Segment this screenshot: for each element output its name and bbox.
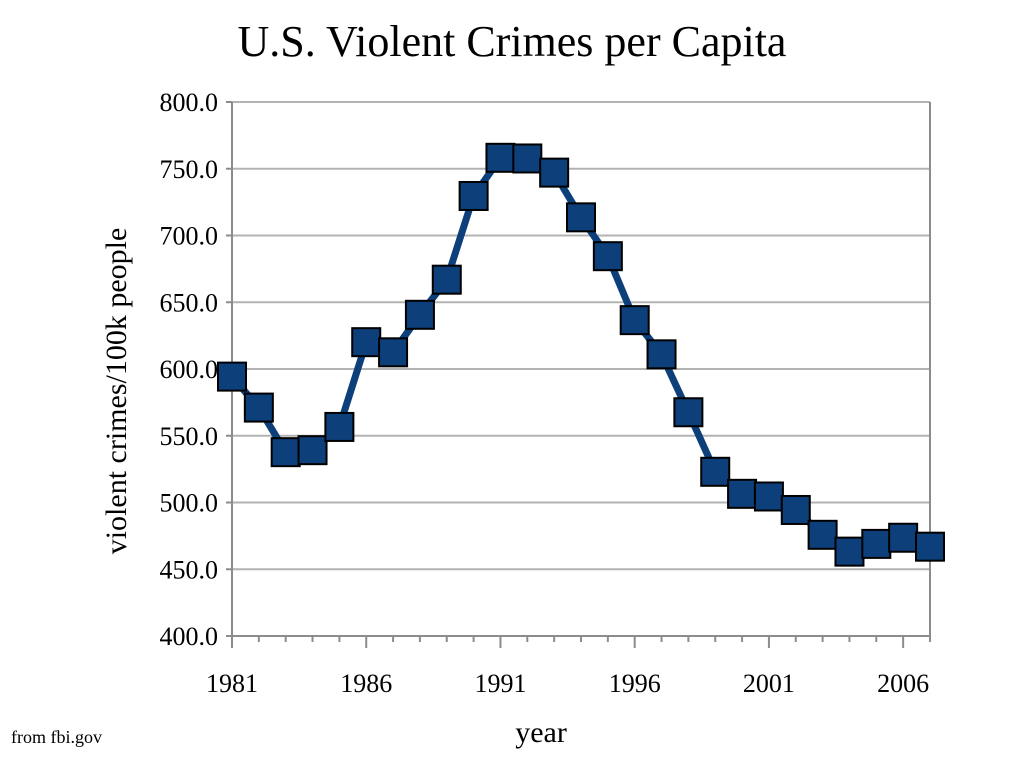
- data-point-marker: [566, 202, 596, 233]
- data-point-marker: [780, 494, 811, 525]
- data-point-marker: [592, 241, 623, 272]
- data-point-marker: [243, 392, 274, 423]
- x-tick-label: 1996: [609, 669, 661, 698]
- data-markers: [217, 142, 945, 567]
- y-tick-label: 650.0: [160, 288, 219, 317]
- axes: [226, 101, 931, 648]
- data-point-marker: [619, 305, 650, 336]
- x-tick-label: 2006: [877, 669, 929, 698]
- data-point-marker: [753, 481, 784, 512]
- y-tick-label: 600.0: [160, 355, 219, 384]
- data-point-marker: [270, 437, 301, 468]
- x-tick-labels: 1981 1986 1991 1996 2001 2006: [206, 669, 929, 698]
- data-point-marker: [297, 435, 328, 466]
- data-point-marker: [217, 361, 247, 392]
- y-axis-label: violent crimes/100k people: [100, 228, 133, 555]
- y-tick-label: 400.0: [160, 622, 219, 651]
- x-tick-label: 1981: [206, 669, 258, 698]
- x-tick-label: 1991: [474, 669, 526, 698]
- data-point-marker: [834, 536, 865, 567]
- source-note: from fbi.gov: [11, 727, 102, 747]
- data-point-marker: [673, 397, 704, 428]
- x-axis-label: year: [515, 716, 567, 749]
- y-tick-labels: 400.0 450.0 500.0 550.0 600.0 650.0 700.0 750.0…: [160, 88, 219, 651]
- data-point-marker: [727, 478, 758, 509]
- chart-title: U.S. Violent Crimes per Capita: [237, 17, 787, 66]
- y-tick-label: 700.0: [160, 222, 219, 251]
- y-tick-label: 800.0: [160, 88, 219, 117]
- data-point-marker: [915, 531, 945, 562]
- data-point-marker: [378, 337, 409, 368]
- data-point-marker: [431, 264, 462, 295]
- data-point-marker: [351, 327, 382, 358]
- data-point-marker: [485, 142, 516, 173]
- y-tick-label: 750.0: [160, 155, 219, 184]
- data-point-marker: [404, 299, 435, 330]
- data-point-marker: [646, 339, 677, 370]
- data-point-marker: [700, 456, 731, 487]
- data-point-marker: [861, 528, 892, 559]
- y-tick-label: 500.0: [160, 489, 219, 518]
- y-tick-label: 550.0: [160, 422, 219, 451]
- y-tick-label: 450.0: [160, 555, 219, 584]
- data-point-marker: [458, 180, 489, 211]
- gridlines: [232, 101, 930, 571]
- x-tick-label: 2001: [743, 669, 795, 698]
- data-point-marker: [539, 157, 570, 188]
- data-point-marker: [888, 522, 919, 553]
- data-point-marker: [324, 411, 355, 442]
- data-point-marker: [512, 143, 543, 174]
- x-tick-label: 1986: [340, 669, 392, 698]
- data-point-marker: [807, 519, 838, 550]
